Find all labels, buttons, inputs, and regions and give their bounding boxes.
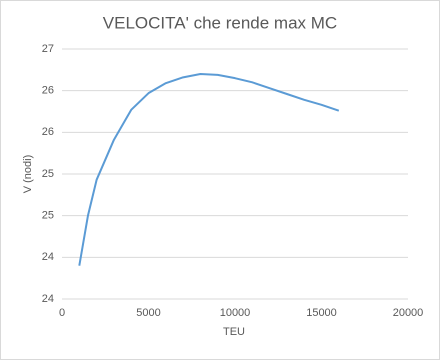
y-tick-label: 24: [42, 293, 54, 305]
x-tick-label: 10000: [220, 307, 251, 319]
y-tick-label: 24: [42, 251, 54, 263]
y-tick-label: 26: [42, 126, 54, 138]
y-tick-label: 25: [42, 210, 54, 222]
data-line: [78, 73, 340, 266]
x-tick-label: 0: [59, 307, 65, 319]
y-tick-label: 26: [42, 85, 54, 97]
x-axis-label: TEU: [223, 326, 245, 338]
y-tick-label: 25: [42, 168, 54, 180]
y-tick-label: 27: [42, 43, 54, 55]
x-tick-label: 20000: [393, 307, 424, 319]
x-tick-label: 5000: [136, 307, 160, 319]
chart-title: VELOCITA' che rende max MC: [103, 13, 337, 32]
x-tick-label: 15000: [306, 307, 337, 319]
y-axis-label: V (nodi): [22, 155, 34, 194]
